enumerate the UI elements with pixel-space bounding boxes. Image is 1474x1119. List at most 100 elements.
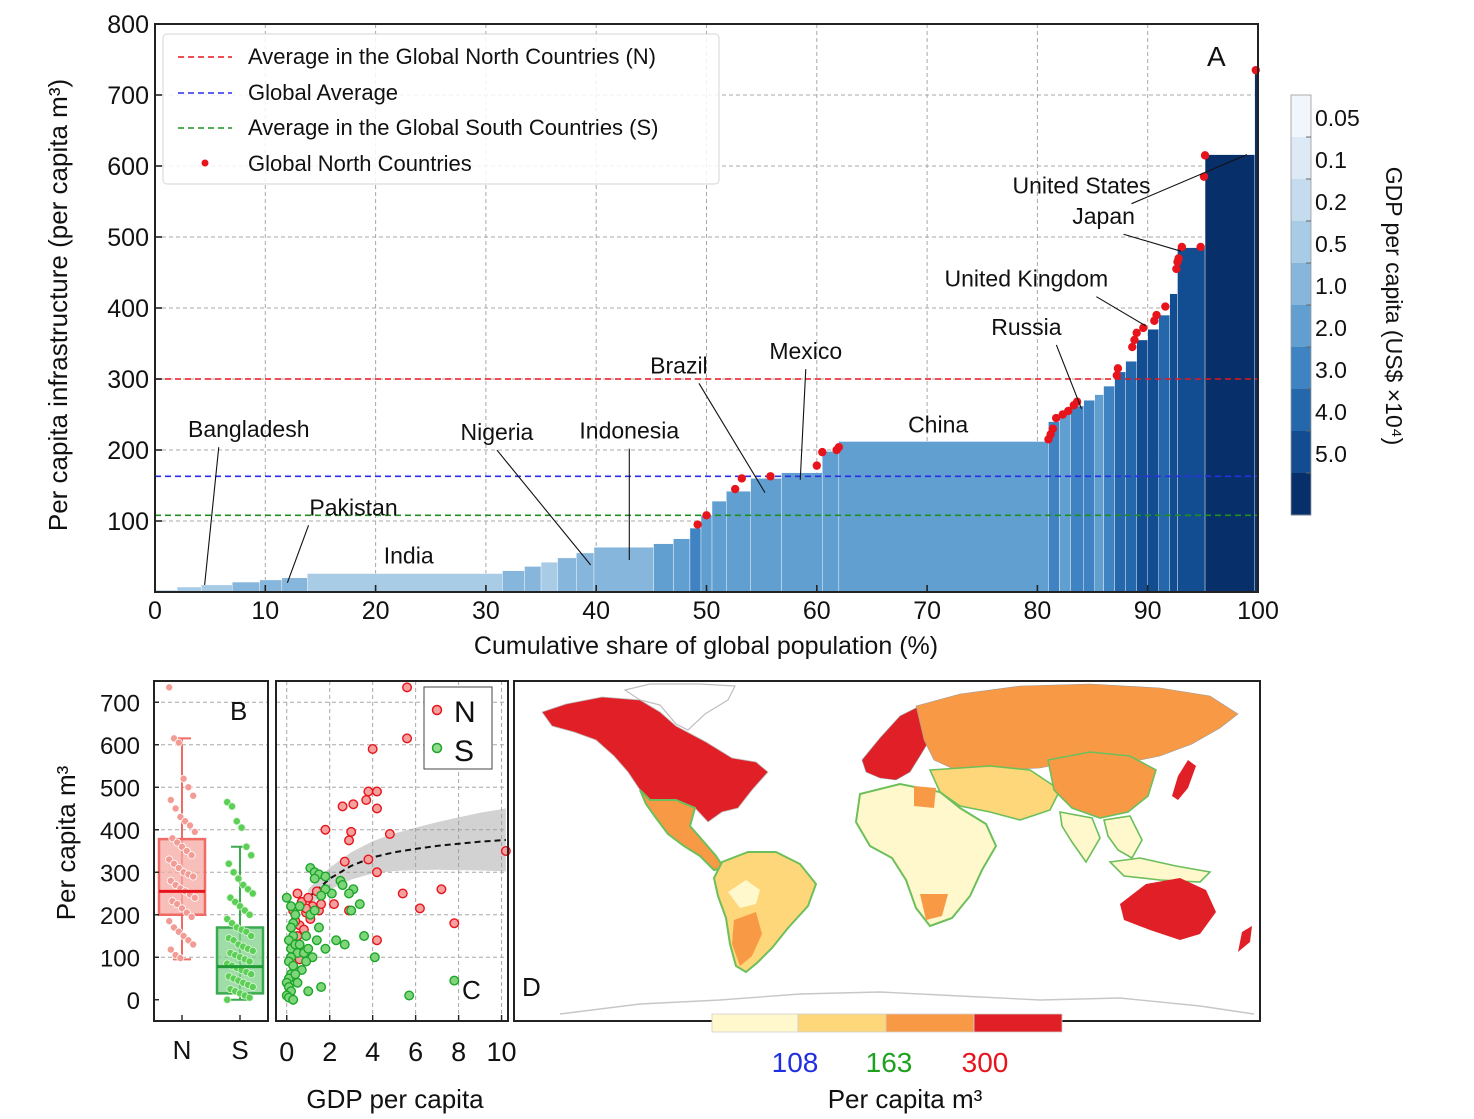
country-bar	[557, 557, 577, 593]
map-india	[1059, 811, 1101, 864]
colorbar-label: GDP per capita (US$ ×10⁴)	[1381, 167, 1407, 446]
scatter-point-s	[288, 960, 299, 971]
map-antarctica	[559, 991, 1255, 1015]
annotation-leader	[1096, 296, 1146, 327]
x-tick-label: 10	[487, 1037, 517, 1067]
legend-swatch-north-countries	[201, 159, 209, 167]
scatter-point-s	[303, 943, 314, 954]
colorbar-tick-label: 0.5	[1315, 231, 1347, 257]
panel-a-ticks: 0 10 20 30 40 50 60 70 80 90 100 100 200 300 400 500 600…	[107, 11, 1279, 625]
box-point	[165, 917, 174, 926]
annotation-label: United Kingdom	[945, 266, 1109, 292]
x-tick-label: 10	[251, 597, 279, 625]
box-point	[245, 993, 254, 1002]
y-tick-label: 500	[100, 775, 140, 802]
scatter-point-n	[384, 829, 395, 840]
box-point	[224, 859, 233, 868]
scatter-point-n	[339, 856, 350, 867]
country-bar	[726, 490, 751, 593]
country-bar	[673, 538, 691, 593]
country-bar	[502, 570, 525, 593]
scatter-point-s	[449, 975, 460, 986]
country-bar	[1103, 385, 1115, 593]
panel-c-legend-box	[423, 686, 493, 770]
fit-line	[307, 838, 506, 899]
scatter-point-n	[397, 888, 408, 899]
box-point	[223, 995, 232, 1004]
y-tick-label: 600	[107, 153, 149, 181]
panel-a-steps	[154, 69, 1259, 593]
colorbar-segment	[1291, 263, 1311, 306]
country-bar	[232, 581, 260, 593]
annotation-label: Bangladesh	[188, 416, 310, 442]
y-tick-label: 400	[107, 295, 149, 323]
colorbar-tick-label: 0.2	[1315, 189, 1347, 215]
north-country-point	[693, 520, 702, 529]
box-point	[176, 954, 185, 963]
box-point	[184, 783, 193, 792]
annotation-leader	[1131, 154, 1248, 205]
y-tick-label: 200	[107, 437, 149, 465]
panel-b-y-axis-label: Per capita m³	[51, 765, 81, 920]
country-bar	[259, 579, 283, 593]
panel-b-ticks: 0 100 200 300 400 500 600 700 N S	[100, 690, 249, 1065]
scatter-point-s	[294, 939, 305, 950]
map-china	[1047, 751, 1157, 819]
box-point	[189, 872, 198, 881]
annotation-leader	[1123, 233, 1181, 252]
country-bar	[1114, 371, 1126, 593]
box-point	[232, 817, 241, 826]
north-country-point	[702, 511, 711, 520]
box-point	[171, 804, 180, 813]
colorbar-tick-label: 0.05	[1315, 105, 1360, 131]
map-indonesia	[1108, 857, 1212, 883]
colorbar-tick-label: 5.0	[1315, 441, 1347, 467]
box-iqr	[157, 837, 207, 916]
box-point	[247, 932, 256, 941]
country-bar	[653, 543, 674, 593]
scatter-point-s	[294, 901, 305, 912]
legend-label-n: N	[454, 696, 476, 729]
scatter-point-s	[337, 880, 348, 891]
box-point	[166, 945, 175, 954]
y-tick-label: 100	[100, 945, 140, 972]
box-point	[166, 796, 175, 805]
country-bar	[1094, 394, 1104, 593]
colorbar-segment	[1291, 305, 1311, 348]
colorbar-segment	[1291, 95, 1311, 138]
scatter-point-s	[309, 873, 320, 884]
map-greenland	[623, 683, 736, 731]
box-point	[248, 946, 257, 955]
y-tick-label: 200	[100, 903, 140, 930]
scatter-point-s	[303, 986, 314, 997]
map-africa	[854, 782, 998, 928]
scatter-point-s	[316, 890, 327, 901]
scatter-point-n	[436, 884, 447, 895]
north-country-point	[1196, 242, 1205, 252]
scatter-point-s	[320, 871, 331, 882]
map-libya	[914, 786, 936, 808]
panel-a-north-points	[693, 65, 1260, 529]
country-bar	[822, 451, 840, 593]
panel-a-y-axis-label: Per capita infrastructure (per capita m³…	[43, 79, 73, 531]
scatter-point-s	[292, 977, 303, 988]
colorbar-segment	[1291, 431, 1311, 474]
x-tick-label: 20	[362, 597, 390, 625]
scatter-point-n	[367, 744, 378, 755]
north-country-point	[1199, 172, 1209, 181]
scatter-point-n	[348, 799, 359, 810]
country-bar	[838, 441, 1049, 593]
country-bar	[1083, 400, 1095, 593]
panel-b: 0 100 200 300 400 500 600 700 N S B Per capita m³	[51, 680, 269, 1065]
colorbar-tick-label: 0.1	[1315, 147, 1347, 173]
north-country-point	[766, 472, 775, 481]
scatter-point-n	[320, 824, 331, 835]
scatter-point-n	[361, 795, 372, 806]
x-tick-label: 90	[1134, 597, 1162, 625]
box-point	[247, 970, 256, 979]
scatter-point-s	[354, 899, 365, 910]
annotation-leader	[286, 525, 310, 583]
annotation-label: Brazil	[650, 352, 708, 378]
box-point	[190, 827, 199, 836]
x-tick-label: 6	[408, 1037, 423, 1067]
